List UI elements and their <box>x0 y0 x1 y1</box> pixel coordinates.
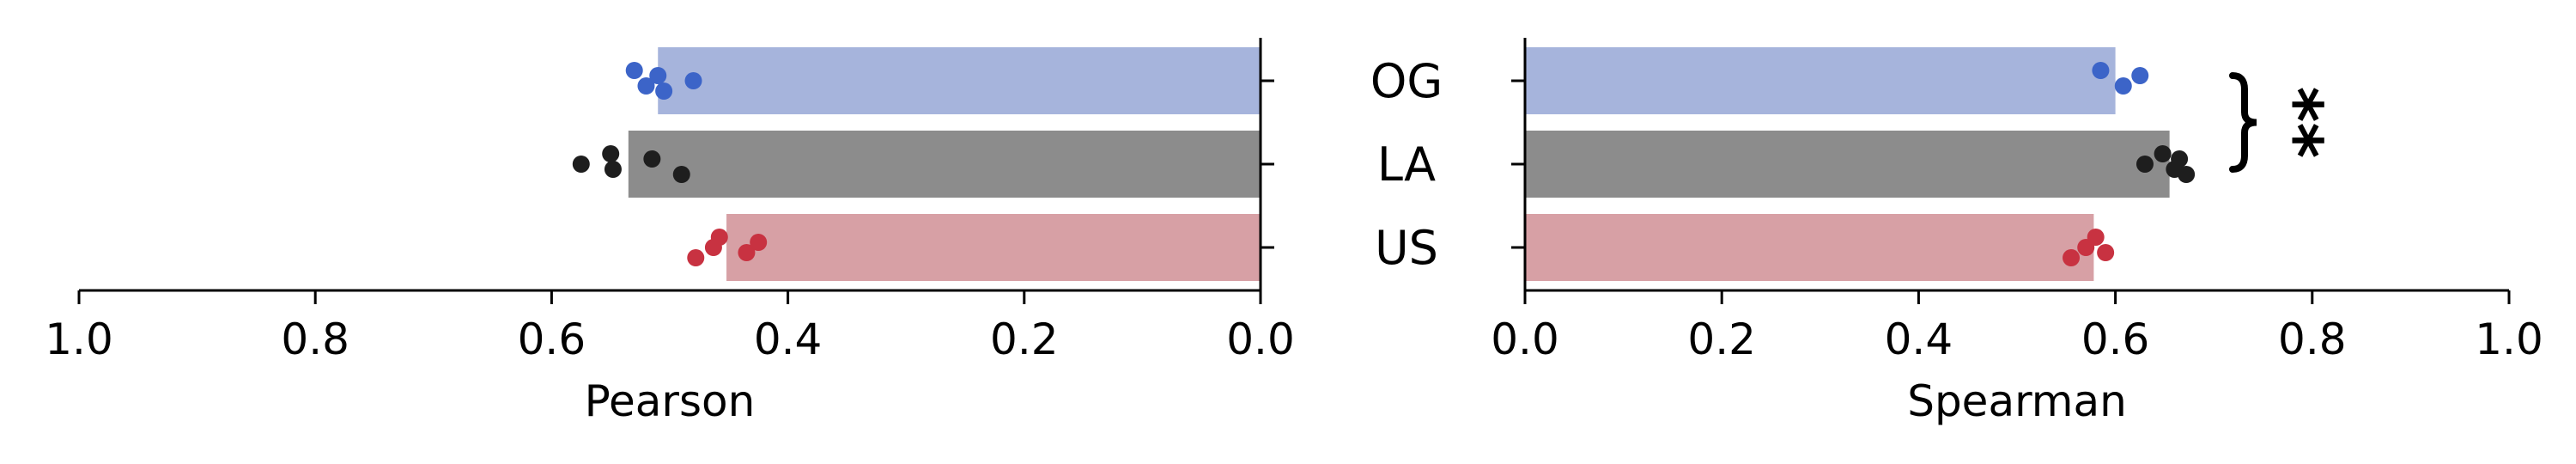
x-tick-label: 0.4 <box>754 314 823 364</box>
point-us <box>750 234 768 251</box>
x-tick-label: 0.6 <box>2081 314 2150 364</box>
significance-label: ** <box>2257 87 2336 159</box>
bar-og <box>1525 47 2116 114</box>
x-tick-label: 0.8 <box>281 314 349 364</box>
point-us <box>2097 244 2115 261</box>
bar-la <box>628 131 1261 198</box>
point-og <box>649 67 667 84</box>
significance-bracket <box>2229 72 2257 173</box>
bar-us <box>726 214 1261 281</box>
point-la <box>604 161 622 178</box>
point-og <box>655 82 673 100</box>
x-tick-label: 0.8 <box>2278 314 2347 364</box>
point-us <box>710 229 728 246</box>
x-tick-label: 0.6 <box>518 314 586 364</box>
point-la <box>572 156 590 173</box>
category-label-og: OG <box>1370 54 1443 108</box>
point-la <box>602 145 620 162</box>
point-la <box>2178 166 2196 183</box>
x-tick-label: 0.2 <box>990 314 1059 364</box>
point-og <box>2092 62 2110 79</box>
point-la <box>2154 145 2172 162</box>
category-labels: OG LA US <box>1370 54 1443 275</box>
category-label-us: US <box>1375 221 1438 275</box>
point-us <box>738 244 756 261</box>
point-la <box>672 166 690 183</box>
bar-la <box>1525 131 2170 198</box>
point-og <box>2114 77 2132 95</box>
point-og <box>684 72 702 89</box>
x-axis-title: Pearson <box>585 376 756 426</box>
bar-og <box>658 47 1261 114</box>
point-la <box>643 150 661 168</box>
point-og <box>625 62 643 79</box>
point-og <box>2131 67 2149 84</box>
category-label-la: LA <box>1377 137 1436 192</box>
x-tick-label: 1.0 <box>45 314 113 364</box>
point-us <box>687 249 705 266</box>
point-us <box>2087 229 2105 246</box>
x-tick-label: 0.0 <box>1491 314 1559 364</box>
x-tick-label: 0.4 <box>1885 314 1953 364</box>
x-tick-label: 0.2 <box>1687 314 1756 364</box>
point-og <box>637 77 655 95</box>
pearson-panel: 1.0 0.8 0.6 0.4 0.2 0.0 Pearson <box>45 38 1295 426</box>
point-us <box>2063 249 2081 266</box>
point-la <box>2171 150 2189 168</box>
x-axis-title: Spearman <box>1907 376 2127 426</box>
x-tick-label: 0.0 <box>1226 314 1295 364</box>
bar-us <box>1525 214 2094 281</box>
x-tick-label: 1.0 <box>2475 314 2543 364</box>
point-la <box>2136 156 2154 173</box>
spearman-panel: 0.0 0.2 0.4 0.6 0.8 1.0 Spearman ** <box>1491 38 2543 426</box>
